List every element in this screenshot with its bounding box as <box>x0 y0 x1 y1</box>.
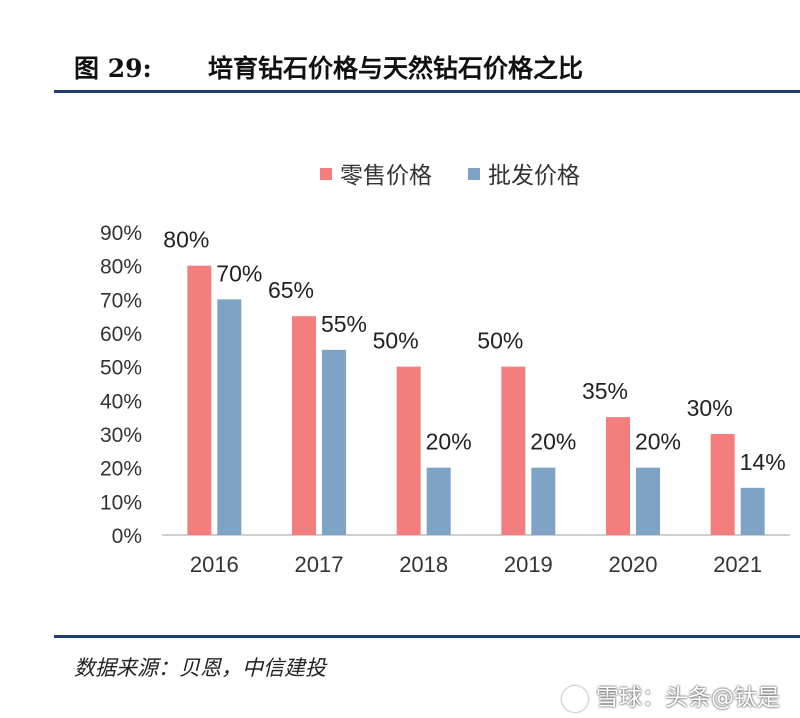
x-tick-label: 2016 <box>190 552 239 577</box>
y-tick-label: 80% <box>100 256 142 279</box>
y-tick-label: 50% <box>100 357 142 380</box>
bar-retail <box>710 434 735 535</box>
data-label: 30% <box>687 395 733 421</box>
y-tick-label: 40% <box>100 390 142 413</box>
bar-wholesale <box>217 299 242 535</box>
watermark-text: 雪球：头条@钛是 <box>596 685 780 711</box>
x-tick-label: 2019 <box>504 552 553 577</box>
y-tick-label: 70% <box>100 289 142 312</box>
data-label: 50% <box>373 328 419 354</box>
data-label: 50% <box>477 328 523 354</box>
data-label: 80% <box>163 227 209 253</box>
figure-title: 培育钻石价格与天然钻石价格之比 <box>208 54 584 83</box>
watermark: 雪球：头条@钛是 <box>562 678 780 712</box>
data-label: 20% <box>530 429 576 455</box>
bar-wholesale <box>426 467 451 535</box>
data-label: 14% <box>740 449 786 475</box>
figure-header: 图 29: 培育钻石价格与天然钻石价格之比 <box>74 44 714 84</box>
data-label: 55% <box>321 311 367 337</box>
data-label: 35% <box>582 378 628 404</box>
snowball-logo-icon <box>562 685 588 712</box>
data-label: 70% <box>216 260 262 286</box>
data-label: 20% <box>426 429 472 455</box>
bar-retail <box>396 366 421 535</box>
y-tick-label: 10% <box>100 491 142 514</box>
x-tick-label: 2021 <box>713 552 762 577</box>
x-tick-label: 2020 <box>609 552 658 577</box>
y-tick-label: 30% <box>100 424 142 447</box>
figure-number: 图 29: <box>74 54 152 83</box>
x-tick-label: 2017 <box>295 552 344 577</box>
legend-label: 零售价格 <box>340 162 432 188</box>
bar-wholesale <box>322 349 346 535</box>
bar-retail <box>606 417 630 535</box>
bar-retail <box>292 316 316 535</box>
data-label: 65% <box>268 277 314 303</box>
x-tick-label: 2018 <box>399 552 448 577</box>
y-tick-label: 0% <box>112 525 142 548</box>
bar-wholesale <box>531 467 556 535</box>
source-note: 数据来源：贝恩，中信建投 <box>74 656 326 680</box>
header-rule <box>54 90 800 93</box>
bar-retail <box>501 366 526 535</box>
legend-label: 批发价格 <box>488 162 580 188</box>
bar-retail <box>187 265 212 535</box>
y-tick-label: 60% <box>100 323 142 346</box>
y-tick-label: 20% <box>100 458 142 481</box>
data-label: 20% <box>635 429 681 455</box>
y-tick-label: 90% <box>100 222 142 245</box>
legend-swatch <box>320 168 332 180</box>
bar-wholesale <box>740 487 765 535</box>
legend-swatch <box>468 168 480 180</box>
footer-rule <box>54 635 800 638</box>
bar-wholesale <box>636 467 660 535</box>
